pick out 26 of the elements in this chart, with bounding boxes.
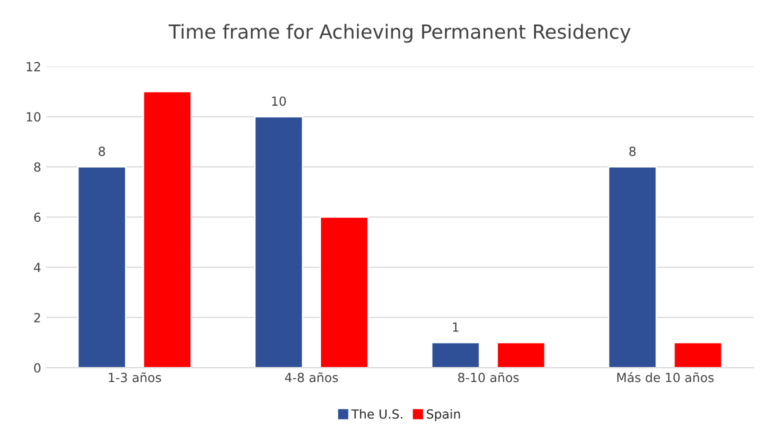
y-tick-label: 8 (34, 162, 40, 172)
y-tick-label: 2 (34, 312, 40, 322)
y-tick-label: 0 (34, 363, 40, 373)
data-label: 1 (452, 322, 458, 332)
data-label: 10 (272, 96, 286, 106)
bar (608, 166, 658, 368)
y-tick-label: 10 (26, 112, 40, 122)
x-tick-label: 8-10 años (458, 372, 519, 382)
data-label: 8 (98, 146, 105, 156)
bar (254, 116, 304, 368)
data-label: 8 (629, 146, 636, 156)
legend-label: The U.S. (351, 409, 402, 419)
y-tick-label: 4 (34, 262, 41, 272)
bar (77, 166, 126, 368)
bar (320, 216, 369, 368)
chart-title: Time frame for Achieving Permanent Residency (168, 24, 631, 43)
y-tick-label: 6 (34, 212, 40, 222)
x-tick-label: Más de 10 años (617, 372, 714, 382)
legend-label: Spain (426, 409, 460, 422)
y-tick-label: 12 (26, 62, 40, 72)
bar (142, 90, 192, 368)
x-tick-label: 1-3 años (108, 372, 162, 382)
bar (673, 342, 722, 368)
bar (431, 342, 480, 368)
bar (496, 342, 546, 368)
x-tick-label: 4-8 años (284, 372, 338, 382)
